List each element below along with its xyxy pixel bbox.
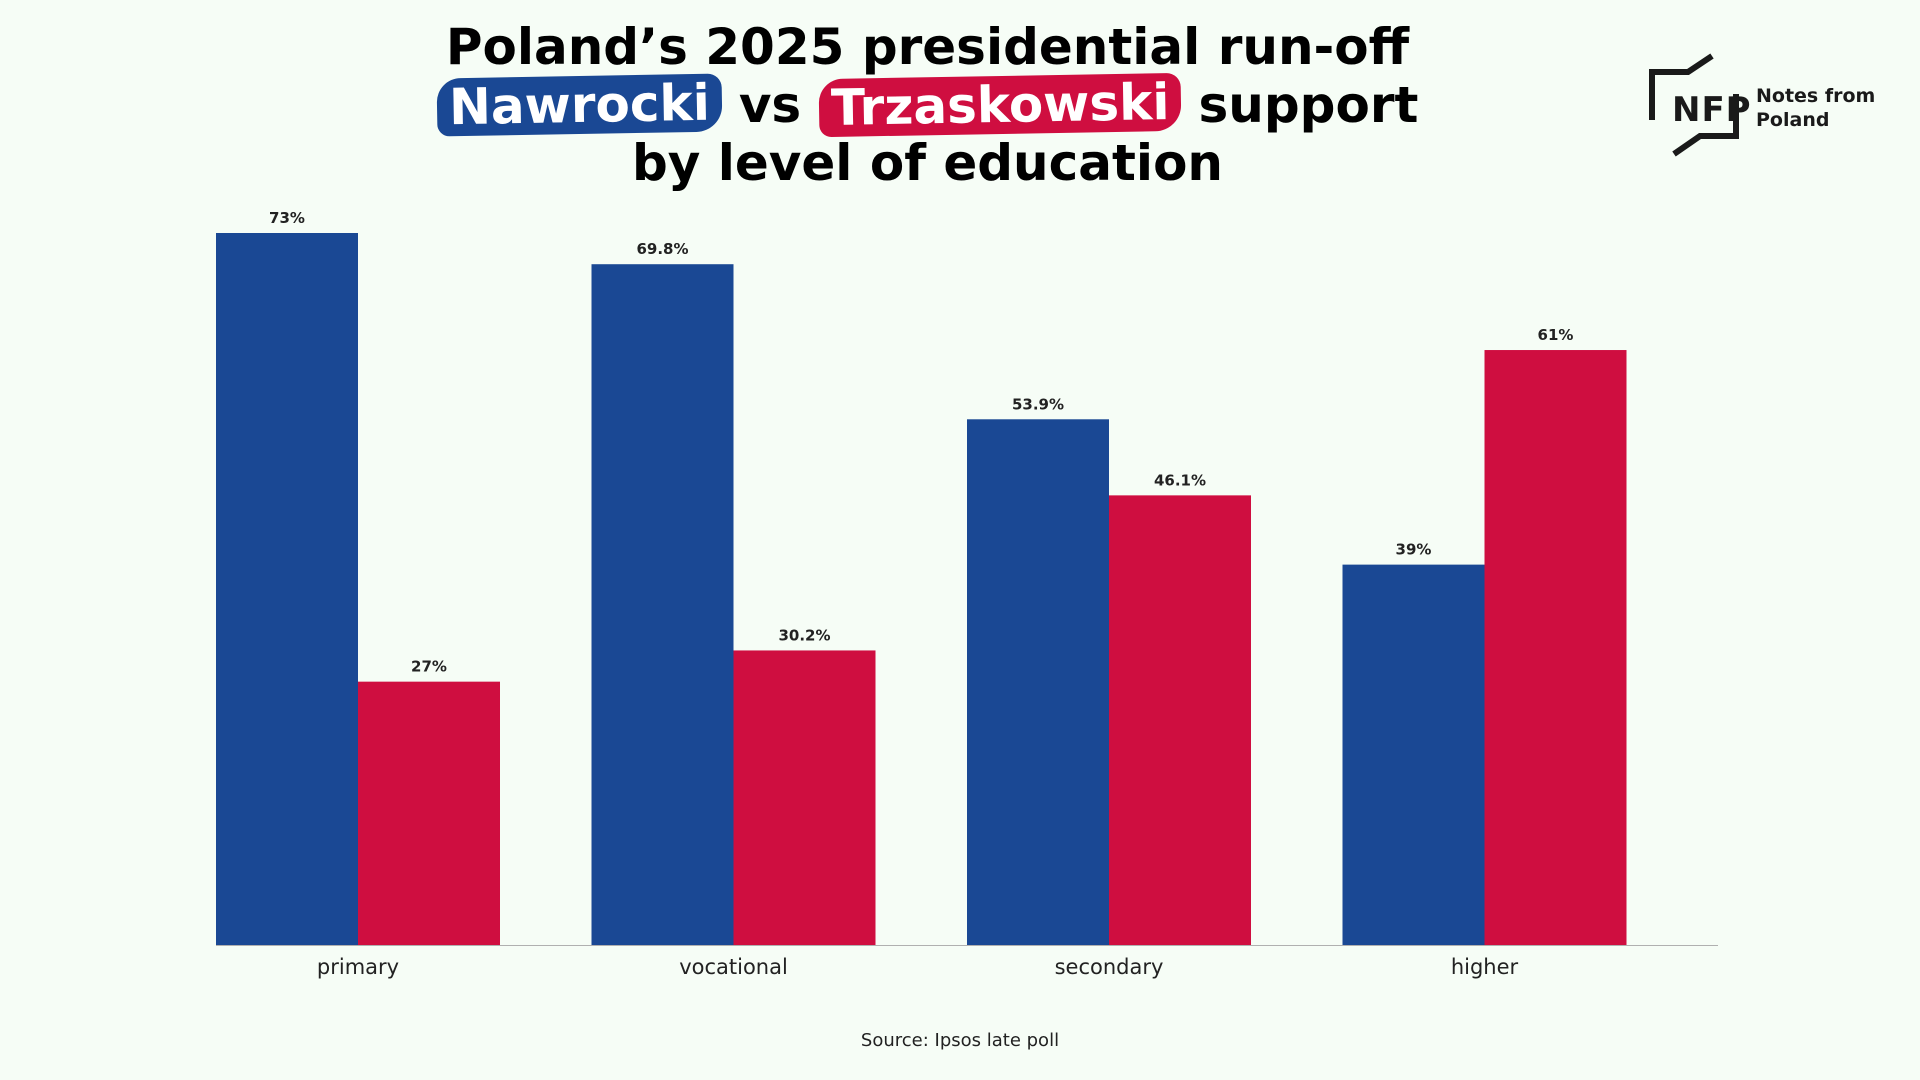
bar-trzaskowski-primary bbox=[358, 681, 500, 945]
bar-nawrocki-vocational bbox=[591, 264, 734, 946]
source-note: Source: Ipsos late poll bbox=[860, 1030, 1060, 1051]
x-tick-label-secondary: secondary bbox=[1055, 955, 1164, 979]
title-line-2: Nawrocki vs Trzaskowski support bbox=[0, 72, 1855, 138]
bar-nawrocki-secondary bbox=[967, 419, 1109, 945]
notes-from-poland-logo: NFP Notes from Poland bbox=[1648, 52, 1888, 164]
data-label-nawrocki-primary: 73% bbox=[269, 209, 305, 227]
nfp-bracket-icon bbox=[1649, 53, 1739, 157]
data-label-trzaskowski-vocational: 30.2% bbox=[778, 626, 830, 644]
logo-mark: NFP bbox=[1672, 90, 1752, 130]
bar-trzaskowski-secondary bbox=[1109, 495, 1251, 945]
data-label-nawrocki-secondary: 53.9% bbox=[1012, 395, 1064, 413]
title-vs: vs bbox=[738, 76, 802, 134]
data-label-nawrocki-higher: 39% bbox=[1396, 541, 1432, 559]
logo-text-line-2: Poland bbox=[1756, 109, 1830, 131]
x-tick-label-higher: higher bbox=[1451, 955, 1519, 979]
title-line-3: by level of education bbox=[631, 134, 1224, 192]
chart-title: Poland’s 2025 presidential run-off Nawro… bbox=[0, 18, 1855, 192]
x-tick-label-vocational: vocational bbox=[679, 955, 788, 979]
logo-text: Notes from Poland bbox=[1756, 84, 1875, 132]
data-label-trzaskowski-higher: 61% bbox=[1538, 326, 1574, 344]
title-line-1: Poland’s 2025 presidential run-off bbox=[445, 18, 1410, 76]
data-label-nawrocki-vocational: 69.8% bbox=[636, 240, 688, 258]
bar-nawrocki-higher bbox=[1342, 564, 1485, 945]
bar-trzaskowski-vocational bbox=[733, 650, 876, 945]
logo-text-line-1: Notes from bbox=[1756, 85, 1876, 107]
data-label-trzaskowski-secondary: 46.1% bbox=[1154, 471, 1206, 489]
bar-trzaskowski-higher bbox=[1484, 350, 1627, 945]
title-support: support bbox=[1198, 76, 1419, 134]
x-tick-label-primary: primary bbox=[317, 955, 399, 979]
data-label-trzaskowski-primary: 27% bbox=[411, 658, 447, 676]
bar-nawrocki-primary bbox=[216, 233, 358, 945]
